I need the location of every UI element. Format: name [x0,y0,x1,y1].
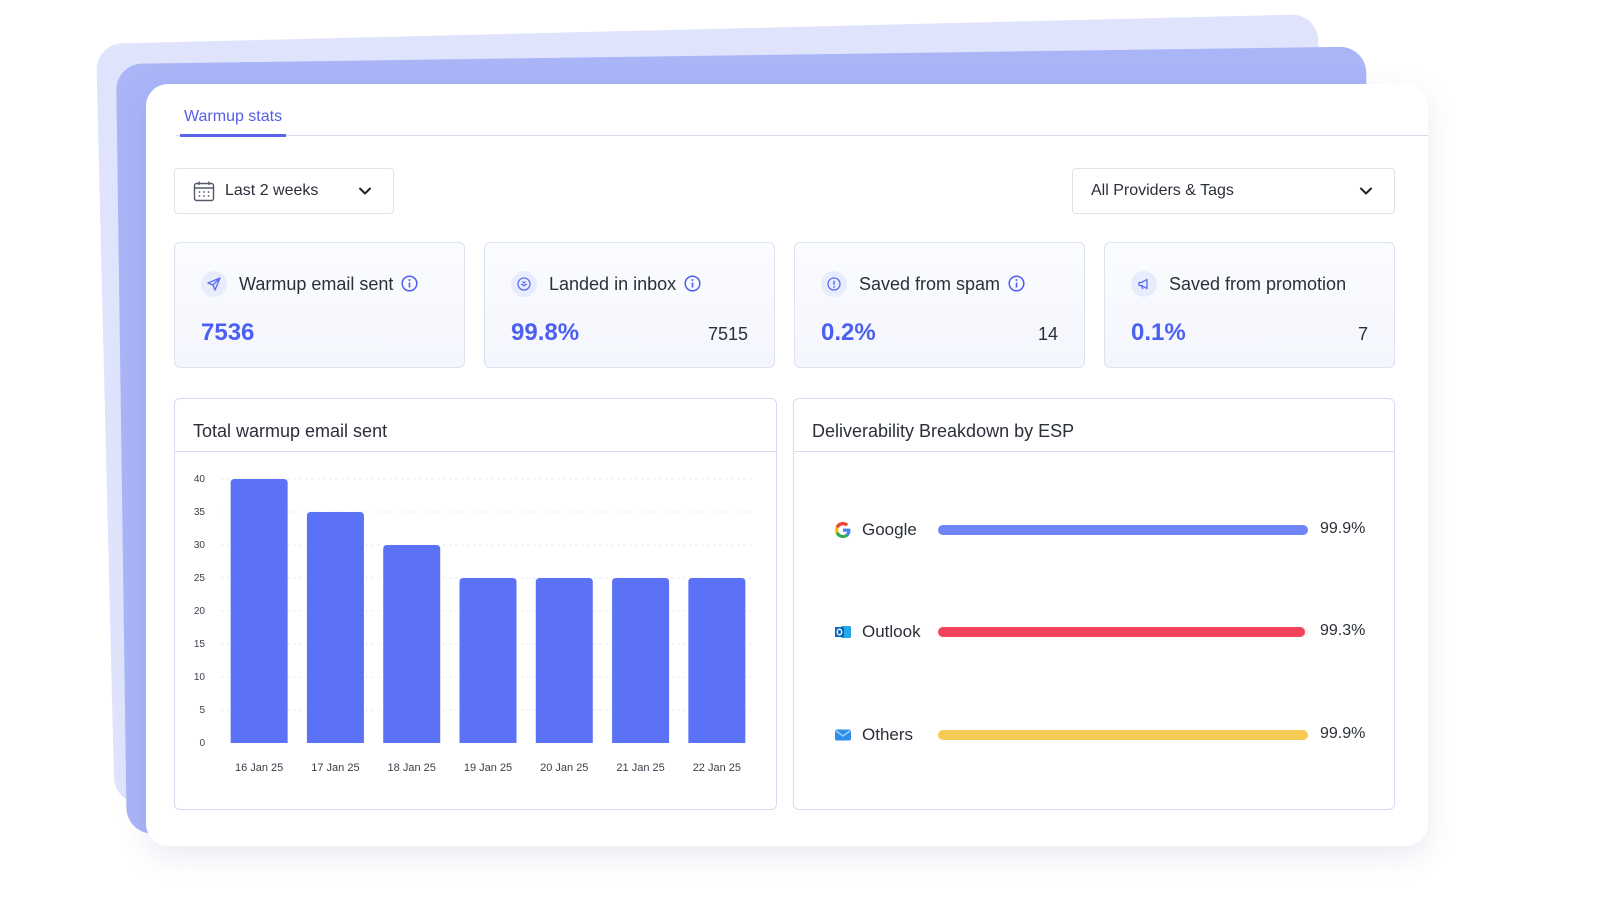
stat-value: 0.2% [821,319,876,346]
tab-bar: Warmup stats [176,84,1428,137]
stat-label: Saved from promotion [1169,274,1347,294]
y-tick-label: 20 [194,606,206,617]
warmup-stats-card: Warmup stats Last 2 weeks All Providers … [146,84,1428,846]
progress-fill [938,730,1308,740]
esp-name: Google [862,520,917,539]
progress-track [938,525,1308,535]
bar-chart: 0 5 10 15 20 25 30 35 40 16 Jan 25 17 Jan 25 18 Jan… [194,474,755,774]
esp-row-others: Others 99.9% [794,722,1394,748]
google-icon [835,522,851,538]
bar [306,512,364,743]
chevron-down-icon [359,187,371,195]
esp-name: Outlook [862,622,921,641]
y-tick-label: 5 [199,705,205,716]
esp-value: 99.9% [1320,520,1366,537]
stat-label: Warmup email sent [239,274,418,295]
esp-row-google: Google 99.9% [794,517,1394,543]
tab-warmup-stats[interactable]: Warmup stats [180,108,287,137]
stat-card-saved-spam: Saved from spam 0.2% 14 [794,242,1085,368]
stat-value: 7536 [201,319,255,346]
stat-count: 14 [1037,324,1058,344]
date-range-select[interactable]: Last 2 weeks [174,168,394,214]
stat-value: 0.1% [1131,319,1186,346]
esp-value: 99.3% [1320,622,1366,639]
info-icon[interactable] [684,275,701,292]
date-range-value: Last 2 weeks [225,182,319,199]
stat-card-landed-inbox: Landed in inbox 99.8% 7515 [484,242,775,368]
panel-divider [794,451,1394,452]
stat-label: Saved from spam [859,274,1025,295]
alert-circle-icon [821,271,847,297]
stat-card-warmup-sent: Warmup email sent 7536 [174,242,465,368]
panel-title: Total warmup email sent [193,421,388,441]
bar [688,578,746,743]
panel-title: Deliverability Breakdown by ESP [812,421,1075,441]
y-tick-label: 30 [194,540,206,551]
y-tick-label: 15 [194,639,206,650]
y-tick-label: 40 [194,474,206,485]
stat-count: 7515 [707,324,748,344]
stat-label: Landed in inbox [549,274,701,295]
y-tick-label: 0 [199,738,205,749]
bar [459,578,517,743]
outlook-icon [835,626,851,638]
bar [383,545,441,743]
progress-fill [938,627,1306,637]
providers-value: All Providers & Tags [1091,182,1234,199]
panel-divider [175,451,776,452]
x-tick-label: 21 Jan 25 [616,762,664,774]
progress-fill [938,525,1308,535]
y-tick-label: 35 [194,507,206,518]
x-tick-label: 19 Jan 25 [464,762,512,774]
info-icon[interactable] [401,275,418,292]
bar [230,479,288,743]
esp-row-outlook: Outlook 99.3% [794,619,1394,645]
esp-value: 99.9% [1320,725,1366,742]
x-tick-label: 18 Jan 25 [388,762,436,774]
inbox-icon [511,271,537,297]
megaphone-icon [1131,271,1157,297]
y-tick-label: 25 [194,573,206,584]
calendar-icon [193,181,215,202]
progress-track [938,627,1308,637]
mail-icon [835,729,851,741]
stat-card-saved-promotion: Saved from promotion 0.1% 7 [1104,242,1395,368]
x-tick-label: 16 Jan 25 [235,762,283,774]
chevron-down-icon [1360,187,1372,195]
info-icon[interactable] [1008,275,1025,292]
paper-plane-icon [201,271,227,297]
progress-track [938,730,1308,740]
bar [535,578,593,743]
esp-breakdown-panel: Deliverability Breakdown by ESP Google 9… [793,398,1395,810]
x-tick-label: 20 Jan 25 [540,762,588,774]
providers-tags-select[interactable]: All Providers & Tags [1072,168,1395,214]
y-tick-label: 10 [194,672,206,683]
bar [612,578,670,743]
stat-count: 7 [1357,324,1368,344]
x-tick-label: 22 Jan 25 [693,762,741,774]
total-warmup-chart-panel: Total warmup email sent 0 5 10 15 20 25 30 35 40… [174,398,777,810]
stat-value: 99.8% [511,319,580,346]
x-tick-label: 17 Jan 25 [311,762,359,774]
esp-name: Others [862,725,914,744]
